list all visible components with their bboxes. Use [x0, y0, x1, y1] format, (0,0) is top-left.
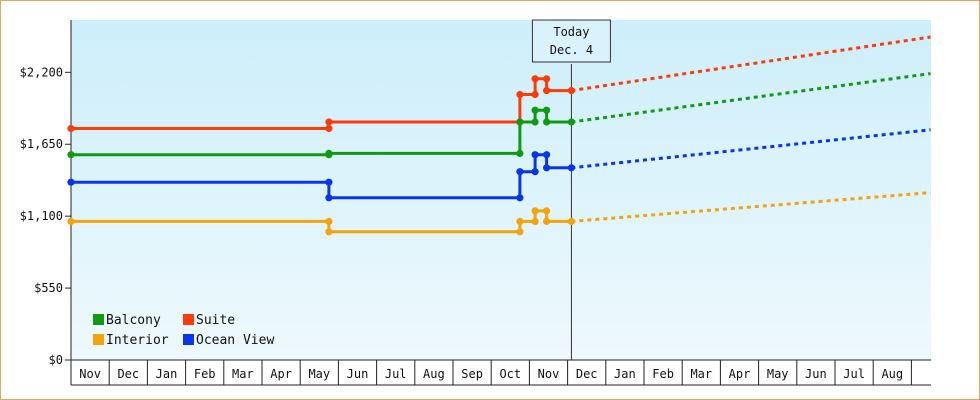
data-point [67, 124, 75, 133]
data-point [531, 118, 539, 126]
data-point [325, 178, 333, 186]
legend-label-suite: Suite [196, 313, 235, 328]
data-point [531, 151, 539, 159]
data-point [516, 168, 524, 176]
x-tick-label: Apr [270, 367, 292, 381]
x-axis: Nov Dec Jan Feb Mar Apr May Jun Jul Aug Sep Oct Nov D… [70, 359, 931, 386]
data-point [531, 75, 539, 83]
x-tick-label: Feb [652, 367, 674, 381]
legend-label-ocean-view: Ocean View [196, 333, 274, 348]
data-point [567, 87, 576, 95]
data-point [567, 118, 576, 126]
plot-area [71, 20, 931, 360]
series-ocean-view [67, 128, 931, 202]
x-tick-label: May [308, 367, 330, 381]
data-point [516, 194, 524, 202]
x-tick-label: Jan [614, 367, 636, 381]
data-point [543, 151, 551, 159]
legend-swatch-ocean-view [183, 334, 194, 345]
data-point [516, 217, 524, 225]
data-point [543, 164, 551, 172]
series-line-ocean-view [71, 153, 572, 200]
data-point [516, 90, 524, 99]
data-point [531, 217, 539, 225]
legend-swatch-suite [183, 314, 194, 325]
x-tick-label: Sep [461, 367, 483, 381]
data-point [325, 194, 333, 202]
data-point [516, 149, 524, 157]
today-marker: Today Dec. 4 [531, 19, 611, 360]
data-point [325, 124, 333, 133]
y-tick-label: $2,200 [20, 65, 63, 79]
y-tick-label: $1,100 [20, 209, 63, 223]
y-tick-label: $1,650 [20, 137, 63, 151]
x-tick-label: Oct [499, 367, 521, 381]
data-point [531, 207, 539, 215]
x-tick-label: Jul [843, 367, 865, 381]
data-point [543, 217, 551, 225]
x-tick-label: Jul [385, 367, 407, 381]
today-date: Dec. 4 [550, 43, 593, 57]
data-point [531, 168, 539, 176]
today-label: Today [553, 25, 589, 39]
x-tick-label: Mar [690, 367, 712, 381]
legend-swatch-interior [93, 334, 104, 345]
data-point [531, 106, 539, 114]
x-tick-label: Aug [881, 367, 903, 381]
y-tick-label: $0 [49, 353, 63, 367]
x-tick-label: Jun [805, 367, 827, 381]
x-tick-label: Dec [576, 367, 598, 381]
data-point [325, 217, 333, 225]
x-tick-label: Mar [232, 367, 254, 381]
data-point [543, 87, 551, 95]
data-point [567, 217, 576, 225]
data-point [516, 118, 524, 126]
series-line-interior [71, 209, 572, 234]
y-axis: $0 $550 $1,100 $1,650 $2,200 [20, 20, 72, 367]
data-point [325, 149, 333, 157]
x-tick-label: Dec [117, 367, 139, 381]
data-point [567, 164, 576, 172]
data-point [325, 228, 333, 236]
data-point [516, 228, 524, 236]
data-point [67, 151, 75, 159]
data-point [531, 90, 539, 99]
today-callout-box [531, 19, 611, 63]
series-interior [67, 191, 931, 236]
legend-label-balcony: Balcony [106, 313, 161, 328]
legend-label-interior: Interior [106, 333, 169, 348]
x-tick-label: Nov [538, 367, 560, 381]
x-tick-label: Apr [729, 367, 751, 381]
data-point [543, 75, 551, 83]
data-point [325, 118, 333, 126]
data-point [67, 178, 75, 186]
data-point [543, 207, 551, 215]
series-layer [67, 35, 931, 236]
x-tick-label: Feb [194, 367, 216, 381]
y-tick-label: $550 [34, 281, 63, 295]
series-balcony [67, 72, 931, 159]
data-point [543, 106, 551, 114]
x-tick-label: May [767, 367, 789, 381]
data-point [543, 118, 551, 126]
data-point [67, 217, 75, 225]
x-tick-label: Aug [423, 367, 445, 381]
x-tick-label: Jun [347, 367, 369, 381]
legend-swatch-balcony [93, 314, 104, 325]
x-tick-label: Jan [156, 367, 178, 381]
x-tick-label: Nov [79, 367, 101, 381]
legend: Balcony Suite Interior Ocean View [93, 313, 274, 348]
